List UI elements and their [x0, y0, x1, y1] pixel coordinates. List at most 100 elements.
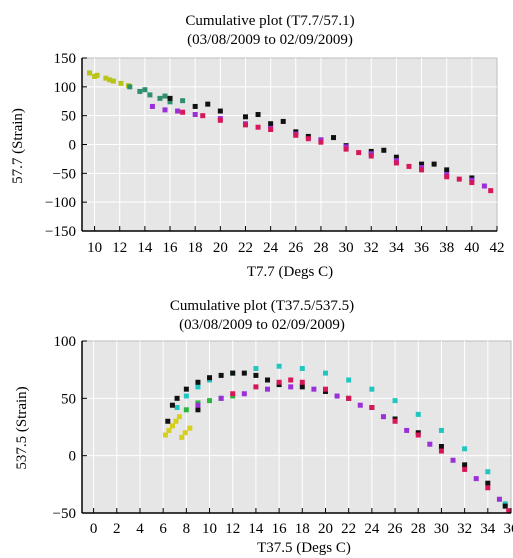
chart-2-data-point	[299, 379, 305, 385]
chart-2-data-point	[392, 398, 398, 404]
chart-2-data-point	[288, 377, 294, 383]
chart-2-x-tick-label: 18	[295, 521, 310, 537]
chart-2-data-point	[265, 377, 271, 383]
chart-2-data-point	[174, 405, 180, 411]
chart-2-data-point	[506, 508, 512, 514]
chart-2-data-point	[195, 379, 201, 385]
chart-2-data-point	[183, 407, 189, 413]
chart-1-x-tick-label: 14	[137, 240, 153, 256]
chart-1-data-point	[92, 73, 98, 79]
chart-1-data-point	[444, 174, 450, 180]
chart-2-data-point	[173, 418, 179, 424]
chart-2-data-point	[462, 466, 468, 472]
chart-2-data-point	[485, 469, 491, 475]
chart-1-y-tick-label: −150	[45, 224, 76, 240]
chart-2-data-point	[253, 372, 259, 378]
chart-1-x-tick-label: 16	[163, 240, 179, 256]
chart-1-data-point	[393, 160, 399, 166]
chart-2-subtitle: (03/08/2009 to 02/09/2009)	[179, 317, 345, 333]
chart-1-data-point	[381, 147, 387, 153]
chart-1-data-point	[343, 146, 349, 152]
chart-2-y-tick-label: 100	[54, 334, 77, 350]
chart-1-x-tick-label: 18	[188, 240, 203, 256]
chart-1-x-tick-label: 20	[213, 240, 228, 256]
chart-1-data-point	[110, 78, 116, 84]
chart-1: Cumulative plot (T7.7/57.1) (03/08/2009 …	[10, 13, 505, 280]
chart-2-data-point	[276, 379, 282, 385]
chart-1-x-tick-label: 30	[339, 240, 354, 256]
chart-1-data-point	[356, 150, 362, 156]
chart-2-data-point	[438, 448, 444, 454]
chart-2-data-point	[253, 366, 259, 372]
chart-2-data-point	[462, 462, 468, 468]
chart-2-data-point	[288, 384, 294, 390]
chart-1-data-point	[103, 75, 109, 81]
chart-1-data-point	[167, 99, 173, 105]
chart-1-data-point	[167, 95, 173, 101]
chart-2-data-point	[369, 386, 375, 392]
chart-2-data-point	[322, 386, 328, 392]
chart-1-y-tick-label: 150	[54, 51, 77, 67]
chart-2-data-point	[195, 402, 201, 408]
chart-2-x-tick-label: 10	[202, 521, 217, 537]
chart-2-data-point	[166, 427, 172, 433]
chart-2-x-tick-label: 12	[225, 521, 240, 537]
chart-2-data-point	[485, 485, 491, 491]
chart-2-data-point	[392, 418, 398, 424]
chart-1-x-axis-label: T7.7 (Degs C)	[247, 264, 333, 280]
chart-2-x-tick-label: 14	[248, 521, 264, 537]
chart-1-data-point	[137, 88, 143, 94]
chart-2-data-point	[380, 414, 386, 420]
chart-2-data-point	[299, 366, 305, 372]
chart-2-data-point	[165, 418, 171, 424]
chart-2-x-axis-label: T37.5 (Degs C)	[257, 540, 351, 556]
chart-1-data-point	[94, 72, 100, 78]
chart-2-data-point	[265, 386, 271, 392]
chart-2-data-point	[207, 398, 213, 404]
chart-2-data-point	[183, 393, 189, 399]
chart-2-data-point	[334, 393, 340, 399]
chart-1-data-point	[157, 95, 163, 101]
chart-2-data-point	[473, 476, 479, 482]
chart-2-data-point	[195, 384, 201, 390]
chart-2-data-point	[218, 372, 224, 378]
chart-1-data-point	[242, 122, 248, 128]
chart-1-data-point	[331, 135, 337, 141]
chart-1-data-point	[149, 103, 155, 109]
chart-1-data-point	[488, 188, 494, 194]
chart-1-x-tick-label: 32	[364, 240, 379, 256]
chart-1-data-point	[419, 161, 425, 167]
chart-2-y-axis-label: 537.5 (Strain)	[14, 386, 30, 469]
chart-1-data-point	[162, 107, 168, 113]
chart-1-x-tick-label: 24	[263, 240, 279, 256]
chart-2-data-point	[438, 443, 444, 449]
chart-2-y-tick-label: 50	[61, 391, 76, 407]
chart-1-x-tick-label: 12	[112, 240, 127, 256]
chart-2-data-point	[182, 430, 188, 436]
chart-1-subtitle: (03/08/2009 to 02/09/2009)	[187, 32, 353, 48]
chart-2-x-tick-label: 28	[411, 521, 426, 537]
chart-2-data-point	[195, 407, 201, 413]
chart-2-x-tick-label: 8	[183, 521, 191, 537]
chart-1-y-tick-label: 50	[61, 109, 76, 125]
chart-1-data-point	[180, 109, 186, 115]
chart-1-data-point	[180, 98, 186, 104]
chart-2-data-point	[438, 427, 444, 433]
chart-1-data-point	[469, 180, 475, 186]
chart-1-x-tick-label: 42	[490, 240, 505, 256]
chart-1-title: Cumulative plot (T7.7/57.1)	[185, 13, 354, 29]
chart-1-data-point	[280, 118, 286, 124]
chart-2-data-point	[253, 384, 259, 390]
chart-2-title: Cumulative plot (T37.5/537.5)	[170, 298, 354, 314]
chart-2-data-point	[169, 402, 175, 408]
chart-2-x-tick-label: 24	[364, 521, 380, 537]
chart-1-data-point	[205, 101, 211, 107]
chart-1-data-point	[419, 167, 425, 173]
chart-2-data-point	[357, 402, 363, 408]
chart-2-x-tick-label: 34	[480, 521, 496, 537]
chart-2-y-tick-label: −50	[53, 506, 76, 522]
chart-1-data-point	[444, 167, 450, 173]
chart-2-data-point	[299, 384, 305, 390]
